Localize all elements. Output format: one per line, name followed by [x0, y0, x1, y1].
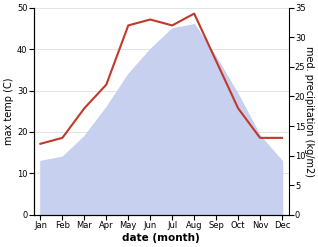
Y-axis label: max temp (C): max temp (C) [4, 78, 14, 145]
X-axis label: date (month): date (month) [122, 233, 200, 243]
Y-axis label: med. precipitation (kg/m2): med. precipitation (kg/m2) [304, 46, 314, 177]
